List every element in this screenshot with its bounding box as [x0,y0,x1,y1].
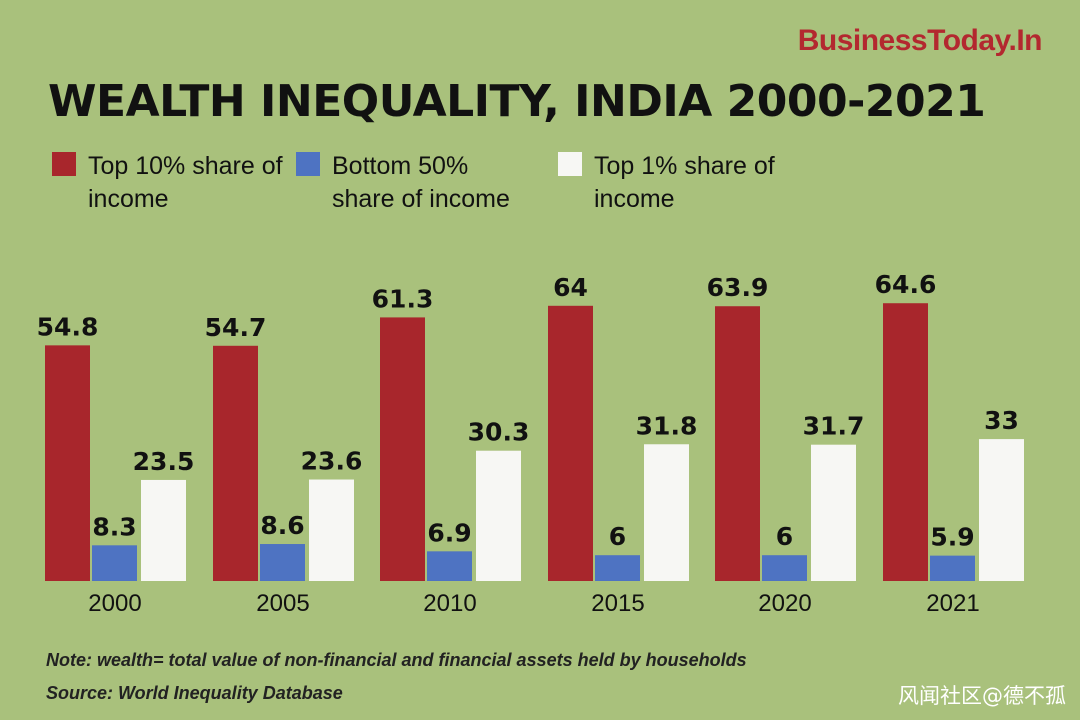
data-label-top1-2010: 30.3 [468,418,530,447]
data-label-top1-2021: 33 [984,406,1019,435]
data-label-top1-2000: 23.5 [133,447,195,476]
legend-swatch-top10 [52,152,76,176]
x-tick-label-2021: 2021 [926,590,979,617]
bar-bottom50-2021 [930,555,975,581]
x-tick-label-2020: 2020 [758,590,811,617]
bar-top1-2015 [644,444,689,581]
legend-label-top10: Top 10% share of income [88,152,283,213]
bar-bottom50-2000 [92,545,137,581]
note-text: Note: wealth= total value of non-financi… [46,650,747,670]
data-label-bottom50-2010: 6.9 [427,518,471,547]
watermark: 风闻社区@德不孤 [898,684,1066,708]
bar-top10-2005 [213,345,258,581]
data-label-top1-2005: 23.6 [301,447,363,476]
data-label-top10-2005: 54.7 [205,313,267,342]
data-label-top1-2020: 31.7 [803,412,865,441]
data-label-bottom50-2021: 5.9 [930,523,974,552]
bar-top1-2000 [141,479,186,581]
data-label-top10-2010: 61.3 [372,284,434,313]
bar-top1-2020 [811,444,856,581]
bar-top10-2000 [45,345,90,581]
data-label-top10-2021: 64.6 [875,270,937,299]
x-tick-label-2005: 2005 [256,590,309,617]
data-label-bottom50-2000: 8.3 [92,512,136,541]
brand-logo: BusinessToday.In [797,24,1043,57]
bar-bottom50-2010 [427,551,472,581]
bar-bottom50-2020 [762,555,807,581]
bar-top10-2021 [883,303,928,581]
bar-top1-2010 [476,450,521,581]
data-label-bottom50-2020: 6 [776,522,793,551]
data-label-bottom50-2005: 8.6 [260,511,304,540]
legend-item-bottom50: Bottom 50% share of income [296,150,532,216]
bar-top10-2010 [380,317,425,581]
legend-label-bottom50: Bottom 50% share of income [332,152,510,213]
legend-item-top10: Top 10% share of income [52,150,288,216]
x-tick-label-2010: 2010 [423,590,476,617]
source-text: Source: World Inequality Database [46,683,343,703]
data-label-top10-2020: 63.9 [707,273,769,302]
bar-top10-2020 [715,306,760,581]
legend-swatch-bottom50 [296,152,320,176]
x-tick-label-2015: 2015 [591,590,644,617]
legend-item-top1: Top 1% share of income [558,150,794,216]
x-tick-label-2000: 2000 [88,590,141,617]
legend-label-top1: Top 1% share of income [594,152,775,213]
data-label-top10-2000: 54.8 [37,312,99,341]
bar-top1-2005 [309,479,354,581]
legend-swatch-top1 [558,152,582,176]
data-label-top10-2015: 64 [553,273,588,302]
data-label-top1-2015: 31.8 [636,411,698,440]
chart-title: WEALTH INEQUALITY, INDIA 2000-2021 [48,76,986,127]
bar-top1-2021 [979,439,1024,581]
data-label-bottom50-2015: 6 [609,522,626,551]
bar-bottom50-2015 [595,555,640,581]
bar-top10-2015 [548,305,593,581]
bar-bottom50-2005 [260,544,305,581]
bar-chart: 54.8 8.3 23.5 2000 54.7 8.6 23.6 2005 61.3 6.9 30.… [37,270,1024,617]
